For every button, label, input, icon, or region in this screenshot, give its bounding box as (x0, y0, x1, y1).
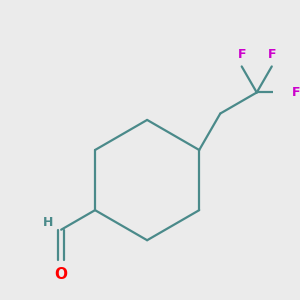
Text: H: H (43, 216, 54, 229)
Text: O: O (55, 267, 68, 282)
Text: F: F (238, 48, 246, 61)
Text: F: F (268, 48, 276, 61)
Text: F: F (292, 86, 300, 99)
